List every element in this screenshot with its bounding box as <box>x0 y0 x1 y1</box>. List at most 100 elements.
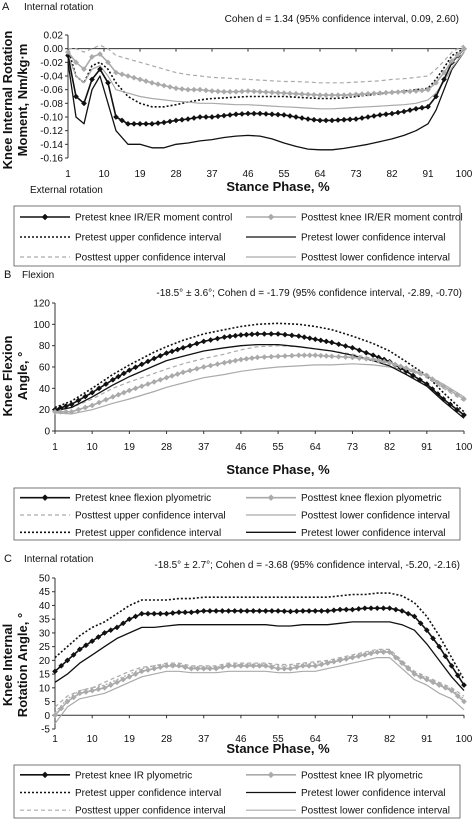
panel-c-data-point <box>299 607 306 614</box>
panel-c-data-point <box>64 657 71 664</box>
panel-a-data-point <box>353 116 359 123</box>
panel-b-data-point <box>180 369 187 376</box>
panel-c-xtick-label: 64 <box>310 734 322 745</box>
panel-a-data-point <box>155 81 161 88</box>
panel-a-xtick-label: 37 <box>206 169 218 180</box>
panel-b-data-point <box>187 342 193 349</box>
panel-b-legend-label: Posttest knee flexion plyometric <box>301 493 442 504</box>
panel-b-data-point <box>200 338 207 345</box>
panel-c-data-point <box>417 673 424 680</box>
panel-c-data-point <box>138 610 145 617</box>
panel-a-data-point <box>191 115 197 121</box>
panel-a-data-point <box>257 88 263 95</box>
panel-b-data-point <box>275 353 282 360</box>
panel-a-data-point <box>407 88 413 95</box>
panel-c-data-point <box>138 668 145 675</box>
panel-b-data-point <box>221 359 228 366</box>
panel-c-data-point <box>306 662 313 669</box>
panel-b-data-point <box>226 358 233 365</box>
panel-a-legend-label: Posttest lower confidence interval <box>301 253 450 264</box>
panel-a-data-point <box>323 92 329 99</box>
panel-b-ytick-label: 40 <box>39 384 51 395</box>
panel-a-data-point <box>269 111 275 118</box>
panel-a-ylabel-line1: Knee Internal Rotation <box>0 31 15 170</box>
panel-b-data-point <box>288 332 295 339</box>
panel-a-xtick-label: 1 <box>65 169 71 180</box>
panel-a-xtick-label: 82 <box>386 169 398 180</box>
panel-c-data-point <box>299 662 306 669</box>
panel-a-legend: Pretest knee IR/ER moment control Posttes… <box>13 205 463 267</box>
panel-b-data-point <box>221 334 228 341</box>
panel-b-data-point <box>429 386 436 392</box>
panel-c-data-point <box>145 667 151 673</box>
panel-c-data-point <box>120 620 127 627</box>
panel-a-ytick-label: 0.00 <box>44 44 64 55</box>
panel-a-data-point <box>275 89 281 96</box>
panel-c-series-line <box>54 648 465 708</box>
panel-b-data-point <box>288 352 295 359</box>
panel-a-xtick-label: 28 <box>170 169 182 180</box>
panel-c-ytick-label: 30 <box>39 628 51 639</box>
panel-c-data-point <box>374 605 381 612</box>
panel-b-ytick-label: 120 <box>33 299 50 310</box>
panel-c-data-point <box>58 705 65 712</box>
panel-a-series-line <box>67 48 465 108</box>
panel-a-data-point <box>149 120 155 127</box>
panel-c-data-point <box>83 688 89 695</box>
panel-a-data-point <box>239 110 245 117</box>
panel-a-data-point <box>401 108 407 115</box>
panel-b-xtick-label: 1 <box>52 442 58 453</box>
panel-c-data-point <box>293 664 300 671</box>
panel-b-data-point <box>349 354 356 361</box>
panel-a-data-point <box>293 90 299 97</box>
panel-b-xtick-label: 19 <box>124 442 136 453</box>
panel-b-data-point <box>75 406 82 413</box>
panel-b-data-point <box>335 353 342 360</box>
panel-b-data-point <box>120 370 127 377</box>
panel-a-data-point <box>263 89 269 96</box>
panel-b-data-point <box>295 352 302 359</box>
panel-a-data-point <box>449 58 455 64</box>
panel-b-data-point <box>381 358 388 365</box>
panel-a-data-point <box>131 74 137 81</box>
panel-a-data-point <box>383 89 389 96</box>
panel-a-xtick-label: 46 <box>242 169 254 180</box>
panel-b-data-point <box>416 370 423 376</box>
panel-a-data-point <box>269 89 275 96</box>
panel-c-data-point <box>430 679 436 686</box>
panel-c-legend-label: Posttest upper confidence interval <box>75 806 226 817</box>
panel-b-data-point <box>89 402 96 409</box>
panel-b-data-point <box>323 338 330 345</box>
panel-a-data-point <box>245 110 251 117</box>
panel-a-data-point <box>221 88 227 95</box>
panel-a-data-point <box>287 113 293 119</box>
panel-c-legend-label: Posttest knee IR plyometric <box>301 770 423 781</box>
panel-b-data-point <box>434 379 441 386</box>
panel-a-data-point <box>389 89 395 96</box>
panel-a-data-point <box>281 90 287 97</box>
panel-c-legend-label: Pretest upper confidence interval <box>75 788 221 799</box>
panel-a-data-point <box>377 90 383 97</box>
panel-c-data-point <box>281 608 288 615</box>
panel-c-ytick-label: 50 <box>39 574 51 585</box>
panel-c-data-point <box>89 687 96 694</box>
panel-b-data-point <box>163 350 170 357</box>
panel-c-data-point <box>225 607 232 614</box>
panel-a-series-line <box>67 51 465 110</box>
panel-c-data-point <box>405 665 412 672</box>
panel-b-data-point <box>214 361 221 368</box>
panel-b-data-point <box>328 339 335 346</box>
panel-b-data-point <box>243 331 250 338</box>
panel-b-data-point <box>68 401 75 408</box>
panel-a-top-note: Internal rotation <box>24 2 94 13</box>
panel-a-xtick-label: 73 <box>350 169 362 180</box>
panel-a-data-point <box>215 113 221 120</box>
panel-c-data-point <box>392 606 399 613</box>
panel-c-data-point <box>83 642 89 649</box>
panel-c-data-point <box>52 668 58 675</box>
panel-c-data-point <box>399 660 405 667</box>
panel-b-data-point <box>207 337 214 343</box>
panel-b-data-point <box>323 353 330 359</box>
panel-c-data-point <box>182 664 189 671</box>
panel-a-data-point <box>335 92 341 99</box>
